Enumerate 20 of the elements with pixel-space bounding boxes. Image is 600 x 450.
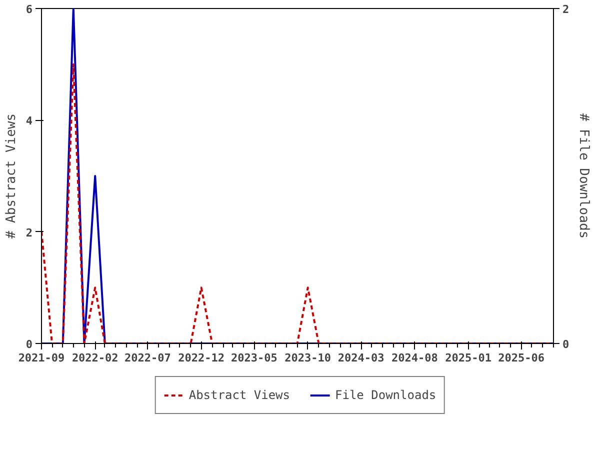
x-tick-label: 2022-12 — [178, 352, 224, 364]
y2-axis-title: # File Downloads — [576, 113, 592, 239]
y-tick-label: 6 — [26, 3, 33, 16]
x-tick-label: 2025-01 — [445, 352, 492, 364]
x-tick-label: 2024-08 — [392, 352, 438, 364]
y2-tick-label: 2 — [562, 3, 570, 16]
legend-label: Abstract Views — [188, 388, 290, 402]
x-tick-label: 2023-10 — [284, 352, 332, 364]
x-tick-label: 2022-02 — [72, 352, 118, 364]
x-tick-label: 2023-05 — [231, 352, 278, 364]
x-tick-label: 2022-07 — [124, 352, 171, 364]
legend-label: File Downloads — [335, 388, 436, 402]
x-tick-label: 2025-06 — [498, 352, 545, 364]
x-tick-label: 2024-03 — [338, 352, 384, 364]
y-axis-title: # Abstract Views — [4, 113, 19, 239]
y-tick-label: 0 — [26, 338, 32, 351]
y-tick-label: 4 — [26, 114, 33, 128]
y-tick-label: 2 — [26, 226, 32, 240]
y2-tick-label: 0 — [562, 338, 570, 351]
x-tick-label: 2021-09 — [18, 352, 65, 364]
